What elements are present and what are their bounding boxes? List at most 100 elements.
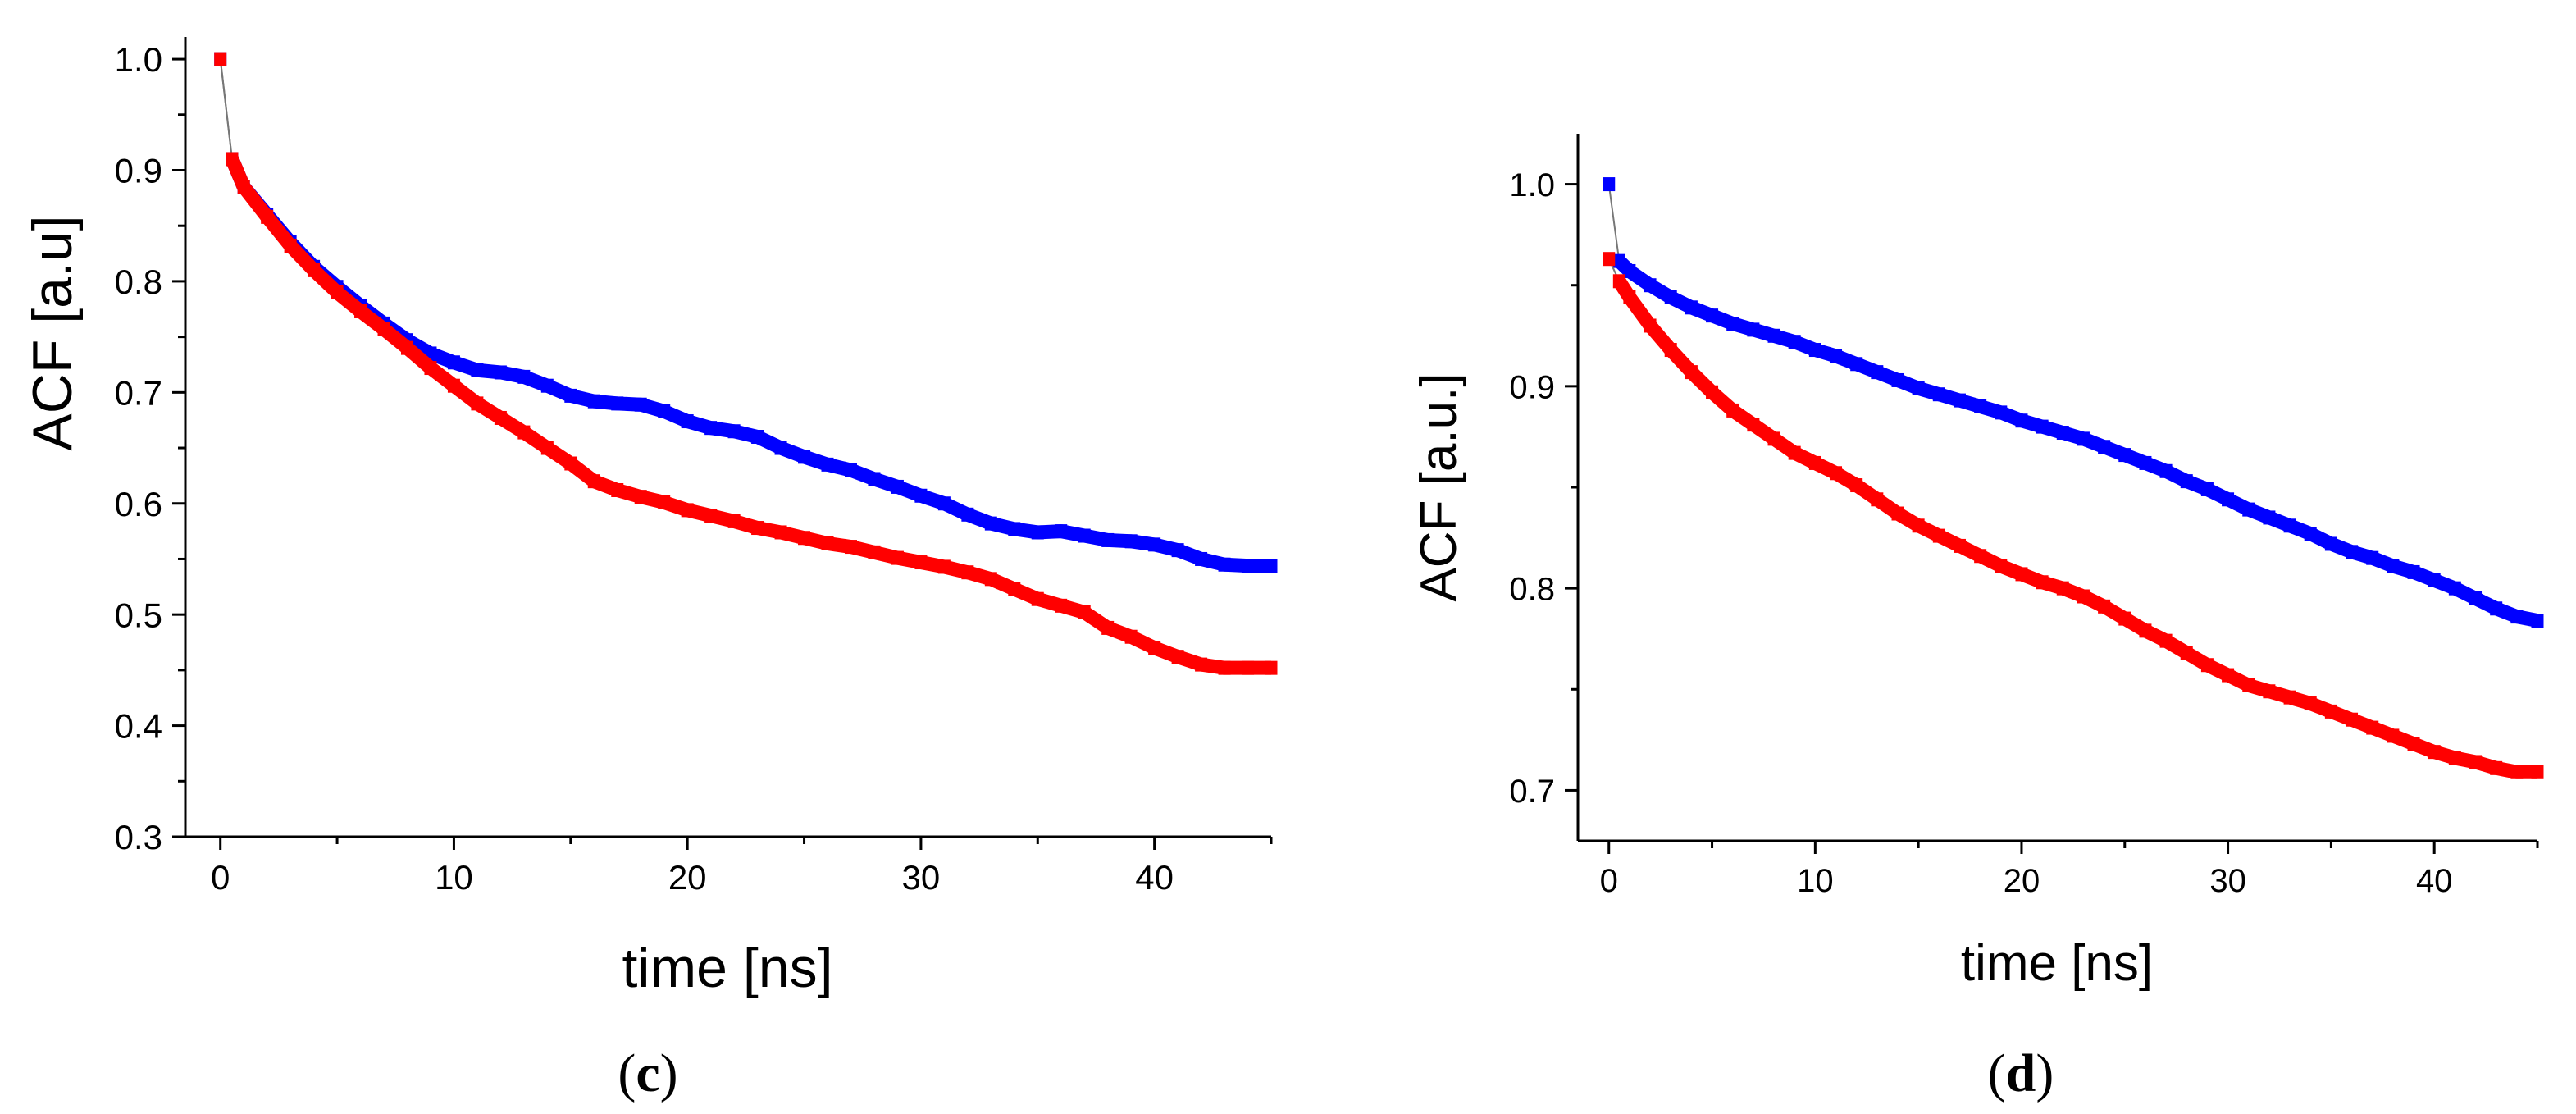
data-point-red-c [1148,641,1161,655]
data-point-blue-d [1995,405,2008,420]
data-point-red-c [1008,582,1021,596]
data-point-blue-c [1242,559,1255,573]
data-point-red-d [1932,528,1945,543]
y-tick-label-d: 1.0 [1509,167,1555,203]
x-tick-label-c: 10 [435,858,473,897]
data-point-red-c [891,550,904,565]
data-point-red-d [1706,385,1719,399]
panel-label-d-letter: d [2006,1043,2036,1103]
data-point-blue-d [2531,614,2544,628]
ticks-d: 0 10 20 30 40 0.7 0.8 0.9 1.0 [1509,167,2539,899]
panel-label-d-close: ) [2036,1043,2054,1103]
panel-label-c: (c) [618,1043,677,1103]
panel-label-c-close: ) [660,1043,678,1103]
data-point-blue-c [798,450,811,464]
data-point-red-d [2428,745,2441,760]
data-point-blue-d [2283,518,2296,533]
data-point-blue-d [2056,426,2069,441]
data-point-red-d [1726,403,1739,418]
data-point-blue-c [634,397,647,412]
panel-label-d-open: ( [1988,1043,2006,1103]
data-point-blue-d [1747,322,1760,337]
data-point-red-c [611,483,624,497]
data-point-red-d [2407,737,2420,751]
data-point-red-c [798,531,811,546]
data-point-red-c [424,361,437,376]
data-point-blue-c [447,355,460,370]
data-point-blue-d [1726,317,1739,331]
data-point-blue-c [1171,543,1184,558]
series-layer-d [1603,177,2544,779]
chart-panel-d: 0 10 20 30 40 0.7 0.8 0.9 1.0 time [ns] ACF [a.u… [1411,134,2544,1103]
data-point-red-c [564,456,577,471]
data-point-red-c [751,521,764,536]
data-point-red-d [1747,418,1760,432]
x-tick-label-d: 0 [1600,863,1618,899]
data-point-red-c [284,239,297,253]
data-point-blue-c [681,414,694,429]
chart-panel-c: 0 10 20 30 40 0.3 0.4 0.5 0.6 0.7 0.8 0.9 1.0 time [… [21,37,1278,1103]
data-point-red-d [2098,599,2111,614]
data-point-blue-d [2263,510,2276,525]
data-point-red-c [447,378,460,393]
data-point-blue-d [1706,308,1719,323]
data-point-blue-c [1078,528,1091,543]
data-point-blue-c [914,488,928,503]
y-tick-label-d: 0.9 [1509,369,1555,405]
data-point-red-d [1685,365,1698,380]
data-point-blue-d [1830,349,1843,363]
data-point-blue-d [1603,177,1616,192]
data-point-red-c [821,536,834,550]
data-point-blue-c [658,404,671,418]
y-axis-title-c: ACF [a.u] [21,215,84,450]
data-point-red-d [2180,646,2193,660]
data-point-blue-c [1148,537,1161,552]
data-point-red-c [471,396,484,411]
data-point-blue-c [611,396,624,411]
data-point-blue-d [2448,581,2461,596]
data-point-red-c [587,474,600,489]
series-line-blue-d [1614,256,2539,628]
data-point-red-d [1788,445,1801,460]
data-point-blue-d [1871,365,1884,380]
data-point-red-d [2036,575,2049,590]
data-point-red-c [984,572,997,587]
data-point-red-d [1912,518,1925,533]
data-point-blue-d [2159,463,2173,478]
data-point-red-c [1195,657,1208,672]
data-point-red-c [1171,650,1184,664]
data-point-red-c [844,540,857,555]
data-point-blue-d [1623,263,1636,278]
series-line-blue-c [226,156,1271,573]
x-axis-title-c: time [ns] [622,937,833,999]
data-point-red-c [377,322,390,336]
data-point-red-d [1974,549,1987,564]
data-point-blue-d [2428,573,2441,587]
data-point-blue-c [727,424,741,439]
data-point-red-d [1603,252,1616,267]
data-point-blue-d [2366,550,2379,565]
data-point-red-d [2469,755,2483,769]
data-point-blue-d [1891,372,1904,387]
data-point-blue-d [2490,601,2503,616]
data-point-red-d [1644,318,1657,333]
data-point-blue-c [1265,559,1278,573]
data-point-blue-c [751,430,764,444]
data-point-blue-c [891,479,904,494]
series-stem-red-c [219,58,233,160]
series-line-red-c [226,156,1271,675]
data-point-blue-d [2407,564,2420,579]
y-tick-label-c: 0.3 [115,818,162,856]
data-point-blue-c [471,363,484,377]
data-point-red-c [331,285,344,299]
x-tick-label-d: 10 [1797,863,1834,899]
y-tick-label-c: 0.4 [115,707,162,746]
data-point-blue-c [1008,522,1021,536]
data-point-red-d [1808,455,1821,470]
data-point-red-d [1871,492,1884,507]
data-point-red-c [517,425,531,440]
data-point-red-c [1265,660,1278,675]
y-tick-label-d: 0.8 [1509,572,1555,608]
data-point-blue-d [2098,440,2111,454]
data-point-red-c [727,514,741,528]
